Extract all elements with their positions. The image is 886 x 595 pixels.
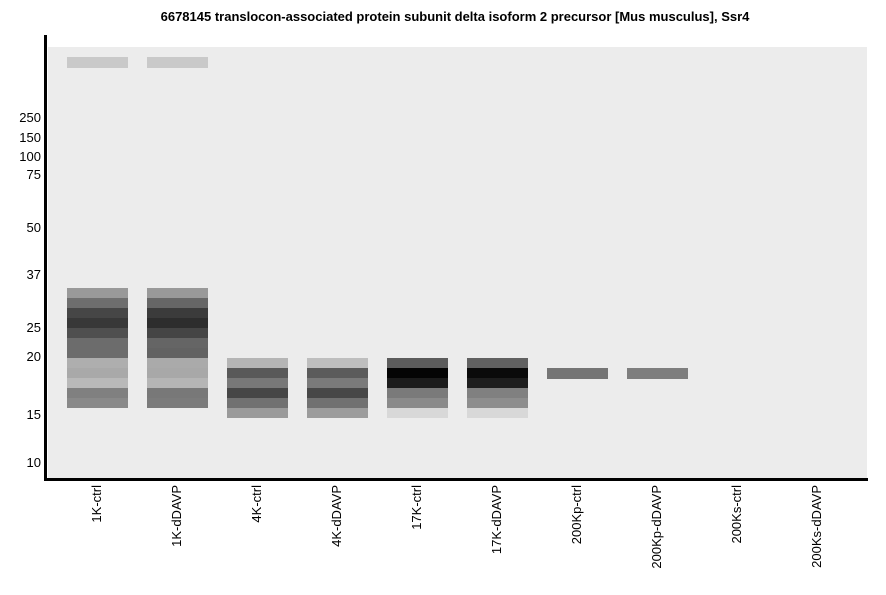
- lane-label-17K-dDAVP: 17K-dDAVP: [489, 485, 504, 555]
- lane-band: [466, 388, 528, 398]
- lane-band: [146, 348, 208, 358]
- y-tick-label-10: 10: [26, 455, 41, 470]
- lane-band: [466, 408, 528, 418]
- lane-band: [66, 318, 128, 328]
- plot-area: [48, 47, 867, 478]
- lane-band: [146, 288, 208, 298]
- lane-band: [226, 408, 288, 418]
- y-tick-label-15: 15: [26, 407, 41, 422]
- lane-band: [66, 398, 128, 408]
- lane-band: [226, 368, 288, 378]
- lane-band: [66, 388, 128, 398]
- lane-band: [306, 368, 368, 378]
- y-tick-label-250: 250: [19, 110, 41, 125]
- lane-band: [66, 57, 128, 68]
- lane-band: [146, 398, 208, 408]
- lane-band: [226, 358, 288, 368]
- lane-band: [386, 398, 448, 408]
- lane-band: [226, 388, 288, 398]
- lane-band: [146, 338, 208, 348]
- lane-band: [66, 368, 128, 378]
- lane-band: [306, 378, 368, 388]
- lane-band: [306, 388, 368, 398]
- lane-band: [66, 358, 128, 368]
- y-tick-label-25: 25: [26, 320, 41, 335]
- lane-band: [146, 57, 208, 68]
- lane-band: [306, 398, 368, 408]
- lane-label-200Kp-ctrl: 200Kp-ctrl: [569, 485, 584, 545]
- lane-band: [306, 358, 368, 368]
- lane-band: [626, 368, 688, 379]
- lane-band: [466, 358, 528, 368]
- lane-band: [386, 378, 448, 388]
- lane-band: [226, 398, 288, 408]
- lane-band: [386, 368, 448, 378]
- lane-band: [66, 338, 128, 358]
- lane-band: [146, 328, 208, 338]
- lane-band: [146, 378, 208, 388]
- lane-label-4K-dDAVP: 4K-dDAVP: [329, 485, 344, 547]
- lane-band: [146, 358, 208, 368]
- lane-band: [386, 408, 448, 418]
- lane-label-1K-dDAVP: 1K-dDAVP: [169, 485, 184, 547]
- y-tick-label-150: 150: [19, 130, 41, 145]
- lane-band: [466, 368, 528, 378]
- y-axis-line: [44, 35, 47, 481]
- lane-band: [146, 318, 208, 328]
- lane-band: [66, 288, 128, 298]
- lane-label-4K-ctrl: 4K-ctrl: [249, 485, 264, 523]
- lane-label-200Ks-ctrl: 200Ks-ctrl: [729, 485, 744, 544]
- lane-band: [66, 308, 128, 318]
- y-tick-label-37: 37: [26, 267, 41, 282]
- lane-band: [66, 328, 128, 338]
- lane-band: [66, 378, 128, 388]
- x-axis-line: [44, 478, 868, 481]
- lane-band: [386, 388, 448, 398]
- lane-band: [146, 388, 208, 398]
- lane-label-1K-ctrl: 1K-ctrl: [89, 485, 104, 523]
- chart-title: 6678145 translocon-associated protein su…: [160, 9, 750, 24]
- lane-label-200Ks-dDAVP: 200Ks-dDAVP: [809, 485, 824, 568]
- lane-band: [306, 408, 368, 418]
- lane-label-17K-ctrl: 17K-ctrl: [409, 485, 424, 530]
- lane-band: [226, 378, 288, 388]
- y-tick-label-75: 75: [26, 167, 41, 182]
- lane-band: [146, 298, 208, 308]
- lane-label-200Kp-dDAVP: 200Kp-dDAVP: [649, 485, 664, 569]
- y-tick-label-20: 20: [26, 349, 41, 364]
- lane-band: [146, 308, 208, 318]
- lane-band: [146, 368, 208, 378]
- lane-band: [466, 398, 528, 408]
- lane-band: [466, 378, 528, 388]
- y-tick-label-50: 50: [26, 220, 41, 235]
- lane-band: [66, 298, 128, 308]
- lane-band: [546, 368, 608, 379]
- y-tick-label-100: 100: [19, 149, 41, 164]
- lane-band: [386, 358, 448, 368]
